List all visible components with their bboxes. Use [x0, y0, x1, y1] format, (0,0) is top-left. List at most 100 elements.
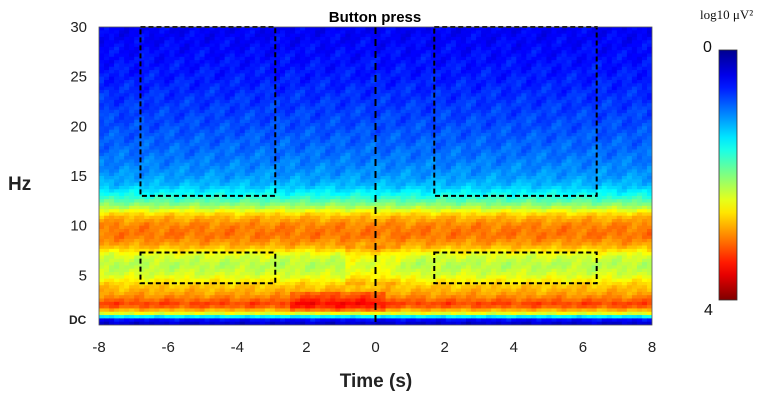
heatmap-cell	[476, 56, 482, 61]
heatmap-cell	[455, 149, 462, 154]
heatmap-cell	[511, 152, 517, 157]
heatmap-cell	[616, 123, 623, 127]
heatmap-cell	[445, 126, 452, 131]
heatmap-cell	[310, 79, 316, 84]
heatmap-cell	[626, 56, 633, 61]
heatmap-cell	[340, 109, 346, 114]
heatmap-cell	[129, 132, 135, 137]
heatmap-cell	[646, 36, 652, 41]
heatmap-cell	[400, 76, 407, 81]
heatmap-cell	[134, 103, 140, 108]
heatmap-cell	[350, 149, 356, 154]
heatmap-cell	[219, 119, 226, 124]
heatmap-cell	[621, 149, 628, 154]
heatmap-cell	[174, 89, 181, 94]
heatmap-cell	[601, 27, 608, 31]
heatmap-cell	[355, 40, 362, 45]
heatmap-cell	[380, 136, 387, 141]
heatmap-cell	[124, 33, 130, 38]
heatmap-cell	[159, 63, 165, 68]
heatmap-cell	[611, 56, 618, 61]
heatmap-cell	[455, 89, 462, 94]
heatmap-cell	[531, 106, 537, 111]
heatmap-cell	[626, 126, 633, 131]
heatmap-cell	[285, 50, 291, 55]
heatmap-cell	[390, 172, 397, 177]
heatmap-cell	[189, 176, 196, 180]
heatmap-cell	[199, 76, 206, 81]
heatmap-cell	[430, 56, 437, 61]
heatmap-cell	[134, 169, 140, 174]
heatmap-cell	[415, 40, 422, 45]
heatmap-cell	[430, 169, 437, 174]
heatmap-cell	[395, 106, 402, 111]
heatmap-cell	[546, 126, 553, 131]
heatmap-cell	[375, 89, 382, 94]
heatmap-cell	[340, 99, 346, 104]
heatmap-cell	[370, 50, 377, 55]
heatmap-cell	[295, 142, 301, 147]
heatmap-cell	[204, 106, 211, 111]
heatmap-cell	[581, 76, 588, 81]
heatmap-cell	[300, 139, 306, 144]
heatmap-cell	[179, 83, 186, 88]
heatmap-cell	[370, 86, 377, 91]
heatmap-cell	[611, 162, 618, 167]
heatmap-cell	[254, 146, 261, 151]
heatmap-cell	[279, 96, 286, 101]
heatmap-cell	[516, 162, 522, 167]
heatmap-cell	[259, 169, 266, 174]
heatmap-cell	[355, 126, 362, 131]
heatmap-cell	[611, 40, 618, 45]
heatmap-cell	[395, 76, 402, 81]
heatmap-cell	[375, 50, 382, 55]
heatmap-cell	[269, 43, 276, 48]
heatmap-cell	[365, 119, 372, 124]
heatmap-cell	[315, 79, 321, 84]
heatmap-cell	[445, 123, 452, 127]
heatmap-cell	[591, 103, 598, 108]
heatmap-cell	[164, 33, 170, 38]
heatmap-cell	[259, 146, 266, 151]
heatmap-cell	[335, 76, 341, 81]
heatmap-cell	[254, 76, 261, 81]
heatmap-cell	[229, 46, 236, 51]
heatmap-cell	[320, 30, 326, 35]
heatmap-cell	[234, 113, 241, 117]
heatmap-cell	[315, 27, 321, 31]
heatmap-cell	[199, 132, 206, 137]
heatmap-cell	[340, 83, 346, 88]
heatmap-cell	[345, 93, 351, 98]
heatmap-cell	[209, 142, 216, 147]
heatmap-cell	[410, 70, 417, 74]
heatmap-cell	[114, 56, 120, 61]
heatmap-cell	[455, 166, 462, 170]
heatmap-cell	[219, 79, 226, 84]
heatmap-cell	[460, 152, 467, 157]
heatmap-cell	[375, 129, 382, 134]
heatmap-cell	[606, 156, 613, 161]
heatmap-cell	[290, 33, 296, 38]
heatmap-cell	[239, 116, 246, 121]
heatmap-cell	[174, 63, 181, 68]
heatmap-cell	[189, 139, 196, 144]
heatmap-cell	[521, 132, 527, 137]
heatmap-cell	[541, 30, 548, 35]
heatmap-cell	[410, 116, 417, 121]
heatmap-cell	[616, 142, 623, 147]
heatmap-cell	[621, 79, 628, 84]
heatmap-cell	[224, 156, 231, 161]
heatmap-cell	[295, 162, 301, 167]
heatmap-cell	[239, 76, 246, 81]
heatmap-cell	[380, 46, 387, 51]
heatmap-cell	[460, 27, 467, 31]
heatmap-cell	[129, 103, 135, 108]
heatmap-cell	[194, 103, 201, 108]
heatmap-cell	[224, 93, 231, 98]
heatmap-cell	[144, 53, 150, 58]
heatmap-cell	[440, 66, 447, 71]
heatmap-cell	[360, 96, 367, 101]
heatmap-cell	[320, 40, 326, 45]
heatmap-cell	[214, 113, 221, 117]
heatmap-cell	[224, 43, 231, 48]
